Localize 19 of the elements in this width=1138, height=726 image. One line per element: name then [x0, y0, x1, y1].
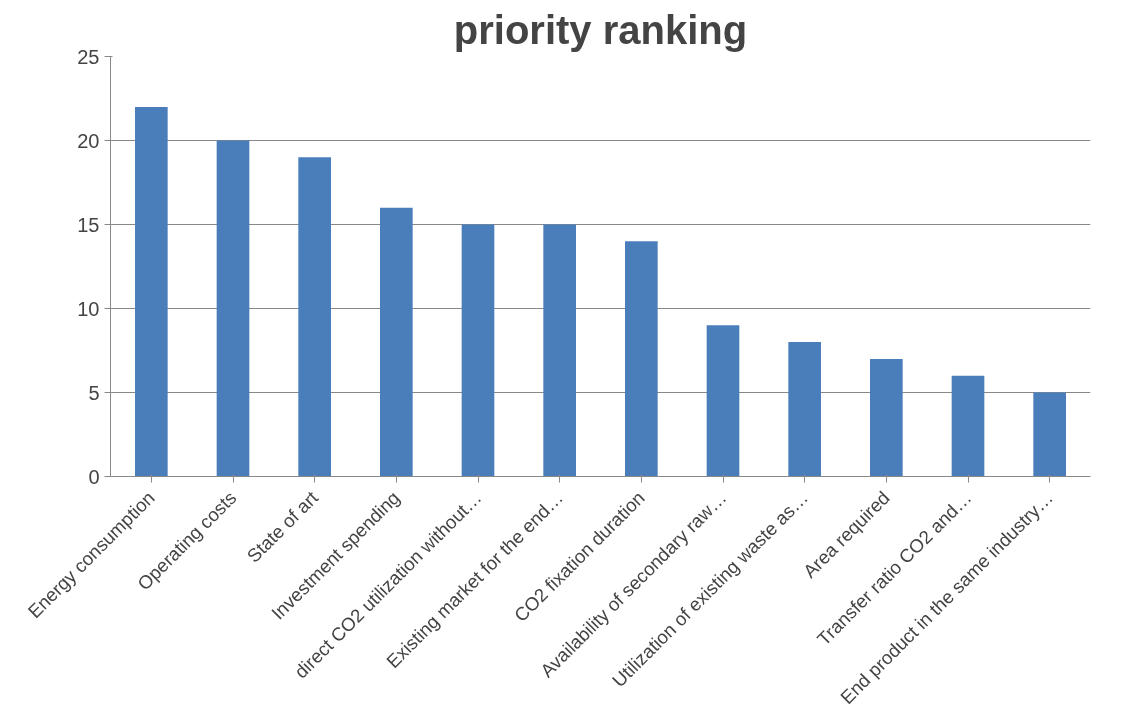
- bar: [216, 140, 250, 477]
- y-tick-label: 20: [77, 129, 100, 152]
- y-tick-label: 15: [77, 213, 100, 236]
- chart-title: priority ranking: [453, 7, 748, 52]
- bar: [625, 241, 658, 477]
- y-tick-label: 0: [88, 465, 100, 488]
- bar: [461, 224, 495, 477]
- bar: [951, 375, 985, 477]
- bar: [543, 224, 576, 477]
- y-tick-label: 10: [77, 297, 100, 320]
- bar: [135, 106, 168, 477]
- bar: [706, 325, 740, 477]
- y-tick-label: 5: [88, 381, 100, 404]
- bar: [298, 157, 331, 477]
- y-tick-label: 25: [77, 45, 100, 68]
- bar: [1033, 392, 1066, 477]
- bar: [870, 358, 903, 477]
- bar: [380, 207, 413, 477]
- bar: [788, 342, 821, 477]
